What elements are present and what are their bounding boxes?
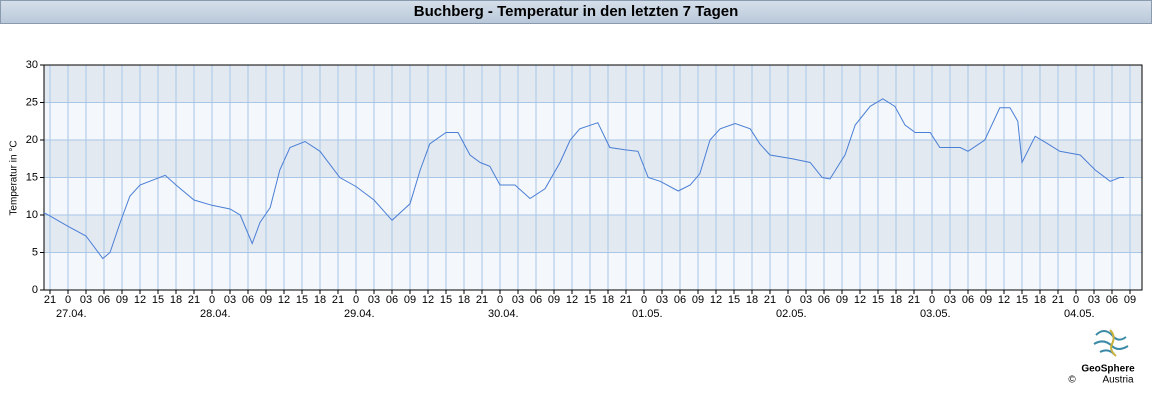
- plot-frame: [43, 64, 1143, 291]
- x-tick-label: 21: [620, 294, 632, 306]
- logo-sub: Austria: [1102, 375, 1134, 386]
- date-label: 29.04.: [344, 308, 375, 320]
- x-tick-label: 06: [1106, 294, 1118, 306]
- grid-band: [44, 140, 1142, 178]
- x-tick-label: 21: [332, 294, 344, 306]
- x-tick-label: 06: [242, 294, 254, 306]
- x-tick-label: 12: [710, 294, 722, 306]
- date-label: 27.04.: [56, 308, 87, 320]
- x-tick-label: 12: [278, 294, 290, 306]
- y-tick-label: 30: [26, 59, 38, 71]
- x-tick-label: 09: [548, 294, 560, 306]
- x-tick-label: 15: [296, 294, 308, 306]
- x-tick-label: 03: [944, 294, 956, 306]
- x-tick-label: 09: [692, 294, 704, 306]
- date-label: 04.05.: [1064, 308, 1095, 320]
- date-label: 03.05.: [920, 308, 951, 320]
- x-tick-label: 15: [440, 294, 452, 306]
- date-label: 28.04.: [200, 308, 231, 320]
- copyright: ©: [1068, 375, 1076, 386]
- logo: GeoSphere Austria ©: [1068, 329, 1135, 386]
- temperature-line: [43, 98, 1124, 260]
- grid-band: [44, 177, 1142, 215]
- x-tick-label: 03: [224, 294, 236, 306]
- x-tick-label: 21: [908, 294, 920, 306]
- x-tick-label: 0: [65, 294, 71, 306]
- x-tick-label: 03: [80, 294, 92, 306]
- grid-band: [44, 215, 1142, 253]
- x-tick-label: 09: [116, 294, 128, 306]
- x-tick-label: 12: [854, 294, 866, 306]
- x-tick-label: 0: [785, 294, 791, 306]
- y-tick-label: 20: [26, 134, 38, 146]
- x-tick-label: 15: [1016, 294, 1028, 306]
- x-tick-label: 18: [170, 294, 182, 306]
- x-tick-label: 09: [1124, 294, 1136, 306]
- x-tick-label: 09: [836, 294, 848, 306]
- x-tick-label: 15: [728, 294, 740, 306]
- x-tick-label: 15: [152, 294, 164, 306]
- x-tick-label: 12: [422, 294, 434, 306]
- x-tick-label: 12: [998, 294, 1010, 306]
- x-tick-label: 06: [530, 294, 542, 306]
- plot-area: [44, 64, 1142, 291]
- x-tick-label: 21: [188, 294, 200, 306]
- x-tick-label: 18: [1034, 294, 1046, 306]
- x-tick-label: 09: [980, 294, 992, 306]
- y-tick-label: 15: [26, 171, 38, 183]
- x-tick-label: 21: [1052, 294, 1064, 306]
- x-tick-label: 18: [314, 294, 326, 306]
- chart-title: Buchberg - Temperatur in den letzten 7 T…: [0, 0, 1152, 24]
- grid-band: [44, 65, 1142, 103]
- date-label: 02.05.: [776, 308, 807, 320]
- x-tick-label: 03: [656, 294, 668, 306]
- y-tick-label: 10: [26, 209, 38, 221]
- x-tick-label: 03: [800, 294, 812, 306]
- x-tick-label: 12: [566, 294, 578, 306]
- x-tick-label: 18: [602, 294, 614, 306]
- x-tick-label: 06: [386, 294, 398, 306]
- x-tick-label: 03: [368, 294, 380, 306]
- x-tick-label: 18: [458, 294, 470, 306]
- y-tick-label: 25: [26, 96, 38, 108]
- date-label: 30.04.: [488, 308, 519, 320]
- x-tick-label: 06: [962, 294, 974, 306]
- x-tick-label: 0: [497, 294, 503, 306]
- x-tick-label: 15: [872, 294, 884, 306]
- grid-band: [44, 102, 1142, 140]
- x-tick-label: 15: [584, 294, 596, 306]
- grid-band: [44, 252, 1142, 290]
- x-tick-label: 09: [404, 294, 416, 306]
- x-tick-label: 12: [134, 294, 146, 306]
- x-tick-label: 03: [1088, 294, 1100, 306]
- x-tick-label: 18: [890, 294, 902, 306]
- x-tick-label: 18: [746, 294, 758, 306]
- x-tick-label: 21: [764, 294, 776, 306]
- x-tick-label: 03: [512, 294, 524, 306]
- x-tick-label: 21: [44, 294, 56, 306]
- date-label: 01.05.: [632, 308, 663, 320]
- x-tick-label: 06: [98, 294, 110, 306]
- x-tick-label: 0: [1073, 294, 1079, 306]
- x-tick-label: 21: [476, 294, 488, 306]
- x-tick-label: 06: [674, 294, 686, 306]
- y-tick-label: 0: [32, 284, 38, 296]
- x-tick-label: 0: [929, 294, 935, 306]
- x-tick-label: 0: [353, 294, 359, 306]
- x-tick-label: 0: [209, 294, 215, 306]
- x-tick-label: 06: [818, 294, 830, 306]
- logo-name: GeoSphere: [1081, 364, 1135, 375]
- x-tick-label: 0: [641, 294, 647, 306]
- y-tick-label: 5: [32, 246, 38, 258]
- y-axis-label: Temperatur in °C: [9, 140, 20, 215]
- x-tick-label: 09: [260, 294, 272, 306]
